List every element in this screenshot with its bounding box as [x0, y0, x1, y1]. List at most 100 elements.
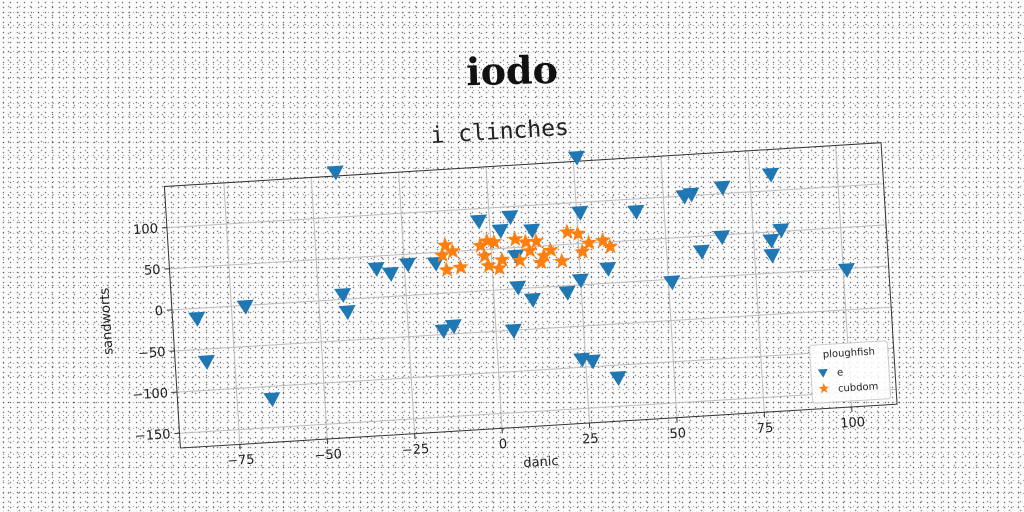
star-point: [511, 252, 528, 268]
x-tick-label: 100: [840, 415, 866, 431]
x-tick-label: 75: [757, 421, 774, 437]
y-gridline: [169, 224, 887, 270]
x-tick-label: 50: [669, 426, 686, 442]
triangle-point: [567, 150, 585, 166]
triangle-point: [571, 205, 589, 221]
y-tick-label: 100: [133, 222, 159, 238]
star-point: [521, 242, 538, 258]
star-point: [569, 225, 586, 242]
star-point: [601, 238, 619, 254]
triangle-point: [491, 223, 509, 239]
triangle-point: [504, 323, 522, 339]
grid: [166, 145, 897, 445]
legend-box: [808, 340, 892, 404]
triangle-point: [523, 292, 541, 308]
tick-labels: −75 −50 −25 0 25 50 75 100 −150 −100 −50 0 50 100: [132, 222, 866, 470]
triangle-point: [236, 299, 254, 315]
y-axis-label: sandworts: [97, 287, 116, 355]
triangle-point: [558, 285, 576, 301]
x-gridline: [747, 150, 765, 413]
star-point: [494, 251, 511, 268]
y-gridline: [179, 388, 897, 434]
triangle-point: [837, 262, 855, 278]
x-tick-label: −75: [227, 453, 255, 470]
x-gridline: [310, 177, 328, 440]
axes-frame: [163, 142, 898, 449]
star-point: [580, 234, 597, 251]
x-tick-label: −50: [314, 447, 342, 464]
star-point: [506, 230, 523, 247]
triangle-point: [188, 311, 206, 327]
legend-marker-e: [817, 368, 828, 378]
star-point: [438, 261, 455, 278]
star-point: [535, 247, 553, 263]
legend-label-e: e: [837, 367, 844, 378]
y-gridline: [171, 265, 889, 311]
triangle-point: [763, 248, 781, 264]
star-point: [594, 232, 611, 248]
series-e: [188, 150, 855, 408]
y-tick-label: −150: [134, 427, 171, 444]
triangle-point: [675, 189, 693, 205]
star-point: [480, 257, 497, 273]
x-gridline: [485, 166, 503, 429]
star-point: [444, 242, 461, 259]
triangle-point: [338, 305, 356, 320]
triangle-point: [469, 214, 487, 230]
star-point: [542, 241, 559, 258]
triangle-point: [713, 180, 731, 196]
y-gridline: [166, 183, 884, 229]
triangle-point: [609, 371, 627, 386]
y-tick-label: −50: [138, 345, 166, 362]
y-tick-label: 50: [144, 263, 161, 279]
x-gridline: [223, 182, 241, 445]
triangle-point: [762, 233, 780, 249]
triangle-point: [197, 354, 215, 370]
star-point: [527, 232, 545, 249]
triangle-point: [713, 230, 731, 246]
series-cubdom: [434, 223, 619, 278]
triangle-point: [434, 323, 452, 339]
triangle-point: [663, 275, 681, 291]
star-point: [574, 243, 591, 259]
triangle-point: [692, 244, 710, 260]
triangle-point: [501, 210, 519, 226]
y-tick-label: −100: [132, 386, 169, 403]
scatter-points: [188, 150, 855, 408]
star-point: [558, 223, 576, 240]
triangle-point: [326, 165, 344, 181]
x-tick-label: 0: [498, 437, 507, 452]
y-tick-label: 0: [154, 304, 163, 319]
y-gridline: [176, 347, 894, 393]
triangle-point: [761, 167, 779, 183]
triangle-point: [367, 261, 385, 277]
star-point: [452, 258, 469, 275]
triangle-point: [627, 204, 645, 220]
y-gridline: [174, 306, 892, 352]
star-point: [436, 236, 454, 253]
star-point: [485, 233, 503, 250]
triangle-point: [599, 261, 617, 277]
triangle-point: [507, 249, 525, 265]
triangle-point: [571, 273, 589, 289]
triangle-point: [381, 266, 399, 282]
triangle-point: [509, 280, 527, 296]
x-tick-label: 25: [582, 431, 599, 447]
triangle-point: [398, 257, 416, 273]
star-point: [434, 246, 451, 263]
triangle-point: [444, 319, 462, 335]
legend-label-cubdom: cubdom: [838, 381, 879, 394]
triangle-point: [334, 287, 352, 303]
star-point: [532, 254, 549, 270]
star-point: [553, 252, 570, 269]
triangle-point: [263, 392, 281, 408]
triangle-point: [523, 223, 541, 239]
x-gridline: [660, 156, 678, 418]
legend-title: ploughfish: [823, 346, 876, 360]
legend-marker-cubdom: [818, 383, 830, 394]
triangle-point: [772, 223, 790, 239]
legend: ploughfish e cubdom: [808, 340, 892, 404]
star-point: [491, 259, 508, 276]
